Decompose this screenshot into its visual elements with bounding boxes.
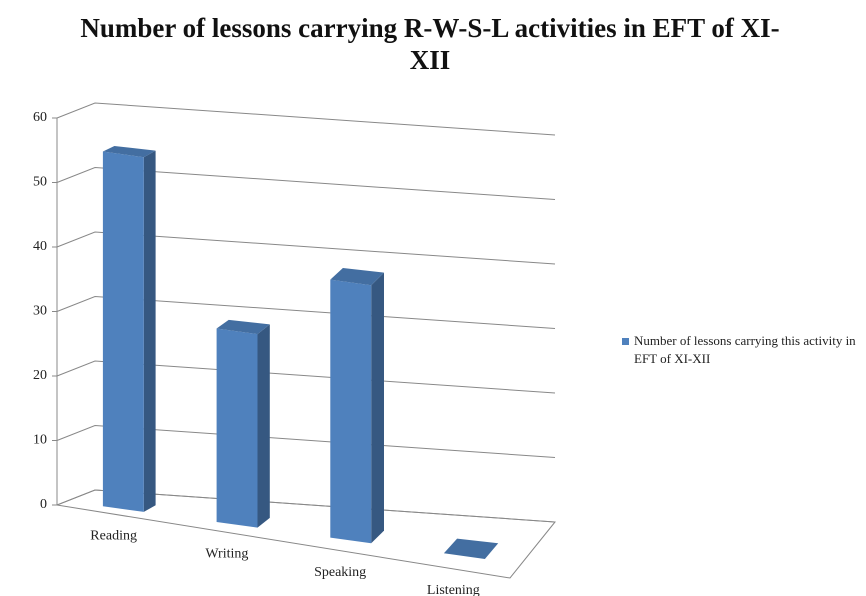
bar-top [443, 538, 499, 559]
x-tick-label: Writing [205, 547, 248, 562]
chart-title: Number of lessons carrying R-W-S-L activ… [80, 13, 780, 75]
x-tick-label: Reading [90, 528, 137, 543]
bar-front [330, 279, 372, 544]
grid-line [56, 166, 556, 200]
grid-line [56, 295, 556, 329]
bar-top [102, 146, 156, 158]
y-tick-label: 50 [33, 175, 47, 190]
bar-side [257, 324, 270, 528]
y-tick-label: 20 [33, 368, 47, 383]
legend-label: Number of lessons carrying this activity… [634, 333, 856, 366]
grid-line [56, 231, 556, 265]
grid-line [56, 489, 556, 523]
y-tick-label: 40 [33, 239, 47, 254]
bar-side [143, 150, 156, 512]
x-tick-label: Listening [427, 583, 480, 596]
bar-side [371, 272, 384, 544]
bar-front [102, 151, 144, 512]
y-tick-label: 30 [33, 304, 47, 319]
y-tick-label: 60 [33, 110, 47, 125]
grid-line [56, 360, 556, 394]
bar-top [216, 319, 270, 335]
bar-front [216, 328, 258, 528]
y-tick-label: 10 [33, 433, 47, 448]
legend: Number of lessons carrying this activity… [622, 332, 862, 368]
y-tick-label: 0 [40, 497, 47, 512]
grid-line [56, 102, 556, 136]
grid-line [56, 424, 556, 458]
legend-swatch [622, 338, 629, 345]
x-tick-label: Speaking [314, 565, 366, 580]
bar-top [330, 268, 384, 286]
